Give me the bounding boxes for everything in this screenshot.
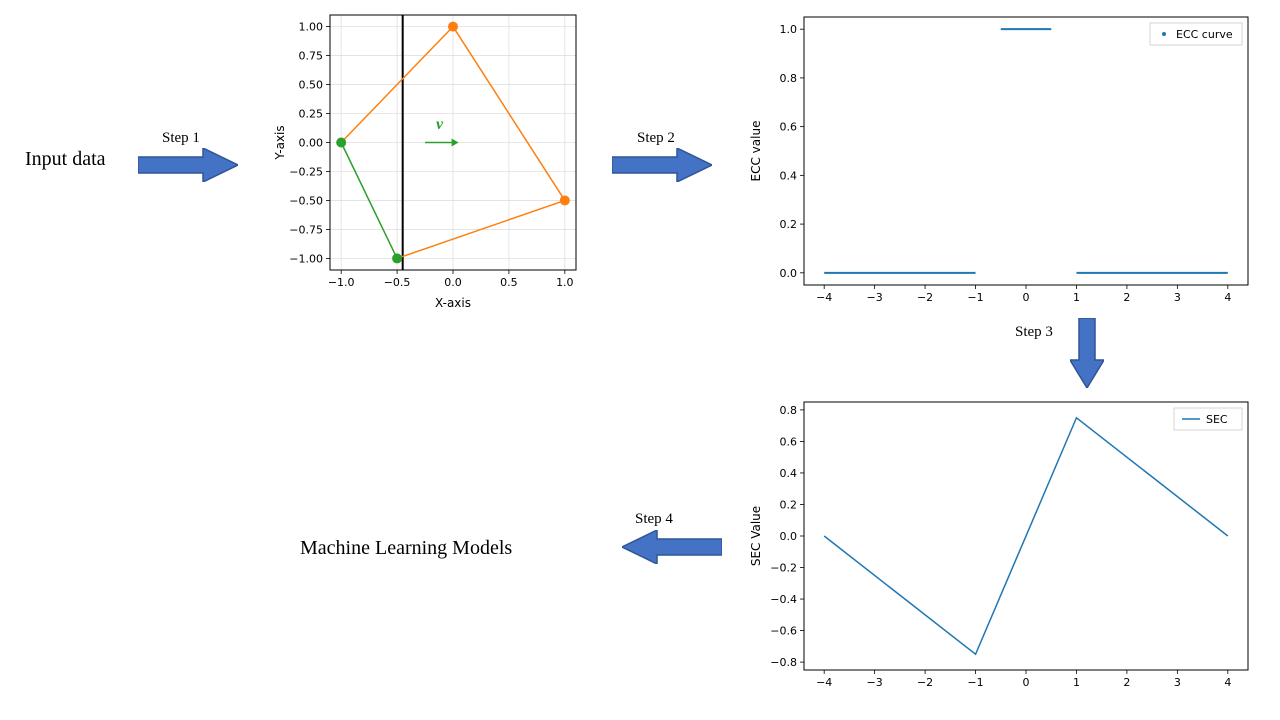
svg-text:X-axis: X-axis (435, 296, 471, 310)
svg-text:SEC Value: SEC Value (749, 506, 763, 566)
svg-text:1: 1 (1073, 676, 1080, 689)
svg-text:SEC: SEC (1206, 413, 1228, 426)
svg-text:1.00: 1.00 (299, 21, 324, 34)
svg-text:3: 3 (1174, 676, 1181, 689)
chart3-sec: −4 −3 −2 −1 0 1 2 3 4 −0.8 −0.6 −0.4 −0.2 0.0 0.2 0.4 0.… (740, 390, 1260, 700)
svg-text:0.5: 0.5 (500, 276, 517, 289)
ml-label: Machine Learning Models (300, 537, 512, 560)
svg-text:0.0: 0.0 (444, 276, 462, 289)
chart2-ecc: −4 −3 −2 −1 0 1 2 3 4 0.0 0.2 0.4 0.6 0.8 1.0 ECC value… (740, 5, 1260, 315)
svg-text:ECC value: ECC value (749, 121, 763, 182)
svg-text:0.6: 0.6 (780, 435, 798, 448)
svg-text:−0.8: −0.8 (770, 656, 797, 669)
step1-label: Step 1 (162, 130, 200, 147)
svg-text:0: 0 (1023, 291, 1030, 304)
svg-text:0.4: 0.4 (780, 169, 798, 182)
svg-text:2: 2 (1123, 676, 1130, 689)
svg-text:−1: −1 (967, 676, 983, 689)
svg-text:−2: −2 (917, 676, 933, 689)
chart1-scatter: −1.0 −0.5 0.0 0.5 1.0 −1.00 −0.75 −0.50 −0.25 0.0… (268, 5, 588, 315)
svg-text:−0.5: −0.5 (384, 276, 411, 289)
step4-label: Step 4 (635, 511, 673, 528)
svg-text:0.50: 0.50 (299, 79, 324, 92)
step3-label: Step 3 (1015, 324, 1053, 341)
svg-text:v: v (436, 116, 444, 133)
svg-text:4: 4 (1224, 291, 1231, 304)
svg-text:1.0: 1.0 (780, 23, 798, 36)
svg-text:4: 4 (1224, 676, 1231, 689)
svg-text:ECC curve: ECC curve (1176, 28, 1233, 41)
svg-text:0.0: 0.0 (780, 530, 798, 543)
svg-text:0.8: 0.8 (780, 404, 798, 417)
svg-text:−0.25: −0.25 (289, 165, 323, 178)
svg-text:−0.4: −0.4 (770, 593, 797, 606)
svg-text:2: 2 (1123, 291, 1130, 304)
svg-text:1: 1 (1073, 291, 1080, 304)
svg-text:0.4: 0.4 (780, 467, 798, 480)
svg-text:−4: −4 (816, 676, 832, 689)
arrow-step2 (612, 148, 712, 182)
svg-text:−0.2: −0.2 (770, 562, 797, 575)
svg-text:−3: −3 (867, 291, 883, 304)
svg-text:−3: −3 (867, 676, 883, 689)
step2-label: Step 2 (637, 130, 675, 147)
svg-text:−4: −4 (816, 291, 832, 304)
svg-text:0.75: 0.75 (299, 50, 324, 63)
svg-text:−1.00: −1.00 (289, 252, 323, 265)
arrow-step1 (138, 148, 238, 182)
svg-text:Y-axis: Y-axis (273, 125, 287, 160)
svg-text:−2: −2 (917, 291, 933, 304)
svg-text:−0.6: −0.6 (770, 625, 797, 638)
svg-text:0.6: 0.6 (780, 121, 798, 134)
svg-text:0.2: 0.2 (780, 218, 798, 231)
svg-text:−0.75: −0.75 (289, 223, 323, 236)
svg-text:1.0: 1.0 (556, 276, 574, 289)
svg-text:0.8: 0.8 (780, 72, 798, 85)
svg-text:0.00: 0.00 (299, 137, 324, 150)
input-data-label: Input data (25, 148, 106, 171)
svg-text:−0.50: −0.50 (289, 194, 323, 207)
arrow-step4 (622, 530, 722, 564)
svg-text:0.2: 0.2 (780, 498, 798, 511)
svg-text:−1.0: −1.0 (328, 276, 355, 289)
svg-text:3: 3 (1174, 291, 1181, 304)
svg-text:0.25: 0.25 (299, 108, 324, 121)
svg-text:−1: −1 (967, 291, 983, 304)
arrow-step3 (1070, 318, 1104, 388)
svg-text:0.0: 0.0 (780, 267, 798, 280)
svg-text:0: 0 (1023, 676, 1030, 689)
